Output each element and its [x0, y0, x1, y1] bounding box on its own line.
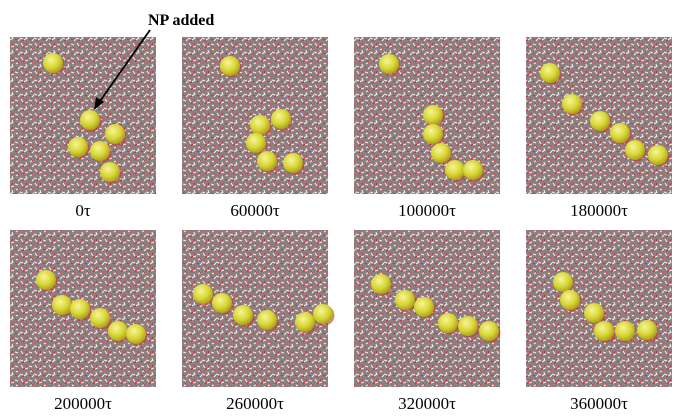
nanoparticle [445, 160, 465, 180]
nanoparticle [90, 141, 110, 161]
panel: 360000τ [526, 230, 672, 413]
nanoparticle [271, 109, 291, 129]
nanoparticle [648, 145, 668, 165]
nanoparticle [90, 308, 110, 328]
nanoparticle [625, 140, 645, 160]
panel-label: 320000τ [398, 394, 456, 413]
panel: 60000τ [182, 37, 328, 220]
snapshot [182, 230, 328, 387]
nanoparticle [283, 153, 303, 173]
nanoparticle [610, 123, 630, 143]
nanoparticle [615, 321, 635, 341]
nanoparticle [246, 133, 266, 153]
nanoparticle [584, 303, 604, 323]
panel: 320000τ [354, 230, 501, 413]
nanoparticle [414, 297, 434, 317]
figure: 0τ 60000τ 100000τ 180000τ 200000τ 260000τ 3200… [0, 0, 676, 419]
nanoparticle [100, 162, 120, 182]
nanoparticle [233, 305, 253, 325]
nanoparticle [379, 54, 399, 74]
nanoparticle [212, 293, 232, 313]
nanoparticle [105, 124, 125, 144]
panel: 0τ [10, 37, 156, 220]
nanoparticle [553, 272, 573, 292]
panel-label: 100000τ [398, 201, 456, 220]
panels: 0τ 60000τ 100000τ 180000τ 200000τ 260000τ 3200… [10, 37, 672, 413]
nanoparticle [637, 320, 657, 340]
panel-label: 200000τ [54, 394, 112, 413]
nanoparticle [438, 313, 458, 333]
nanoparticle [257, 310, 277, 330]
nanoparticle [250, 115, 270, 135]
snapshot [182, 37, 328, 194]
nanoparticle [126, 324, 146, 344]
nanoparticle [371, 274, 391, 294]
panel-label: 60000τ [230, 201, 280, 220]
panel-label: 0τ [75, 201, 91, 220]
nanoparticle [479, 321, 499, 341]
panel: 200000τ [10, 230, 156, 413]
nanoparticle [540, 63, 560, 83]
nanoparticle [313, 304, 333, 324]
annotation: NP added [148, 12, 214, 29]
nanoparticle [193, 284, 213, 304]
panel-label: 260000τ [226, 394, 284, 413]
panel: 180000τ [526, 37, 672, 220]
nanoparticle [36, 270, 56, 290]
nanoparticle [431, 143, 451, 163]
nanoparticle [257, 151, 277, 171]
panel: 100000τ [354, 37, 500, 220]
nanoparticle [458, 316, 478, 336]
nanoparticle [68, 137, 88, 157]
nanoparticle [423, 124, 443, 144]
nanoparticle [560, 290, 580, 310]
nanoparticle [594, 321, 614, 341]
nanoparticle [423, 105, 443, 125]
panel-label: 360000τ [570, 394, 628, 413]
nanoparticle [590, 111, 610, 131]
nanoparticle [562, 94, 582, 114]
nanoparticle [463, 160, 483, 180]
nanoparticle [43, 53, 63, 73]
nanoparticle [52, 295, 72, 315]
panel-label: 180000τ [570, 201, 628, 220]
nanoparticle [295, 312, 315, 332]
nanoparticle [220, 56, 240, 76]
nanoparticle [108, 321, 128, 341]
panel: 260000τ [182, 230, 335, 413]
nanoparticle [395, 290, 415, 310]
nanoparticle [80, 110, 100, 130]
nanoparticle [70, 299, 90, 319]
